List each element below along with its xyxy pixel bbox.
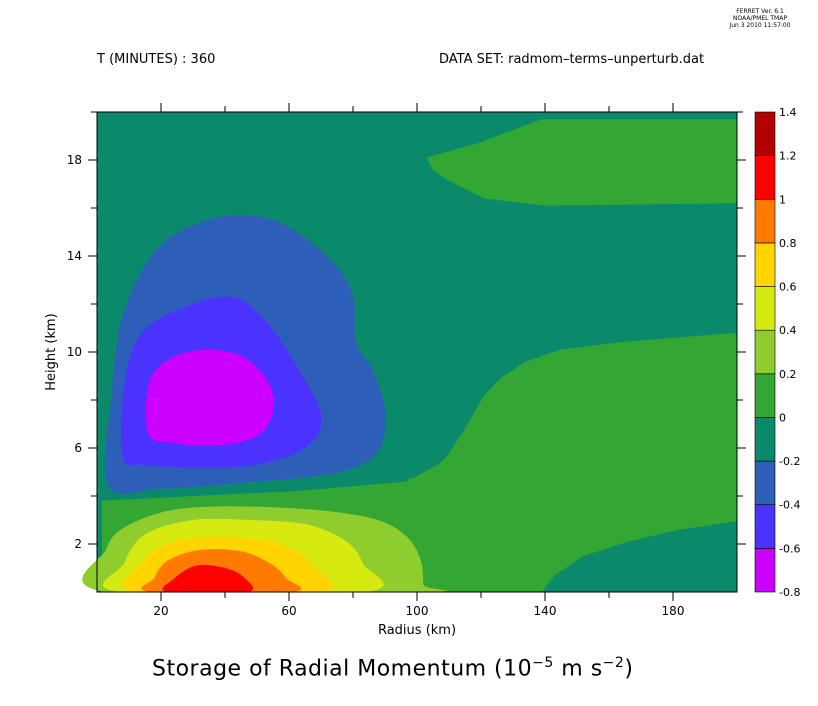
title-main: Storage of Radial Momentum (10 [152, 656, 533, 682]
colorbar-swatch [754, 504, 776, 549]
colorbar-swatch [754, 329, 776, 375]
colorbar-label: 0 [779, 411, 786, 424]
title-exponent-1: −5 [532, 655, 554, 671]
colorbar-swatch [754, 198, 776, 244]
x-tick-label: 20 [153, 604, 168, 618]
colorbar-swatch [754, 460, 776, 506]
colorbar-swatch [754, 417, 776, 462]
colorbar-swatch [754, 155, 776, 200]
y-tick-label: 10 [67, 345, 82, 359]
colorbar-label: 1.2 [779, 150, 797, 163]
x-tick-label: 180 [662, 604, 685, 618]
y-tick-label: 14 [67, 249, 82, 263]
colorbar-label: -0.6 [779, 542, 800, 555]
colorbar-label: -0.2 [779, 455, 800, 468]
x-tick-label: 140 [534, 604, 557, 618]
y-tick-label: 2 [74, 537, 82, 551]
time-label: T (MINUTES) : 360 [97, 52, 216, 67]
colorbar-label: 0.4 [779, 324, 797, 337]
x-axis-label: Radius (km) [378, 623, 456, 638]
contour-mid-level-min [145, 349, 275, 447]
contour-upper-right-positive [426, 119, 737, 206]
title-close: ) [624, 656, 634, 682]
x-tick-label: 100 [406, 604, 429, 618]
colorbar-label: -0.8 [779, 586, 800, 599]
chart-title: Storage of Radial Momentum (10−5 m s−2) [152, 655, 633, 681]
colorbar-swatch [754, 286, 776, 331]
colorbar-swatch [754, 548, 776, 593]
y-axis-label: Height (km) [44, 313, 59, 390]
colorbar-label: 1.4 [779, 106, 797, 119]
software-stamp-line1: FERRET Ver. 6.1 [736, 8, 784, 15]
colorbar-swatch [754, 373, 776, 418]
contour-low-level-max [162, 564, 254, 594]
dataset-label: DATA SET: radmom–terms–unperturb.dat [439, 52, 705, 67]
software-stamp: FERRET Ver. 6.1 NOAA/PMEL TMAP Jun 3 201… [720, 8, 800, 29]
contour-lower-right-negative [541, 521, 737, 592]
colorbar-label: 1 [779, 193, 786, 206]
colorbar-swatch [754, 111, 776, 156]
software-stamp-line2: NOAA/PMEL TMAP [733, 15, 787, 22]
colorbar-label: 0.6 [779, 281, 797, 294]
colorbar-label: 0.8 [779, 237, 797, 250]
colorbar-label: -0.4 [779, 499, 800, 512]
colorbar-label: 0.2 [779, 368, 797, 381]
software-stamp-line3: Jun 3 2010 11:57:00 [729, 22, 791, 29]
x-tick-label: 60 [281, 604, 296, 618]
colorbar-swatch [754, 242, 776, 287]
plot-bottom-mask [96, 592, 738, 612]
title-mid: m s [553, 656, 603, 682]
y-tick-label: 18 [67, 153, 82, 167]
y-tick-label: 6 [74, 441, 82, 455]
title-exponent-2: −2 [602, 655, 625, 671]
